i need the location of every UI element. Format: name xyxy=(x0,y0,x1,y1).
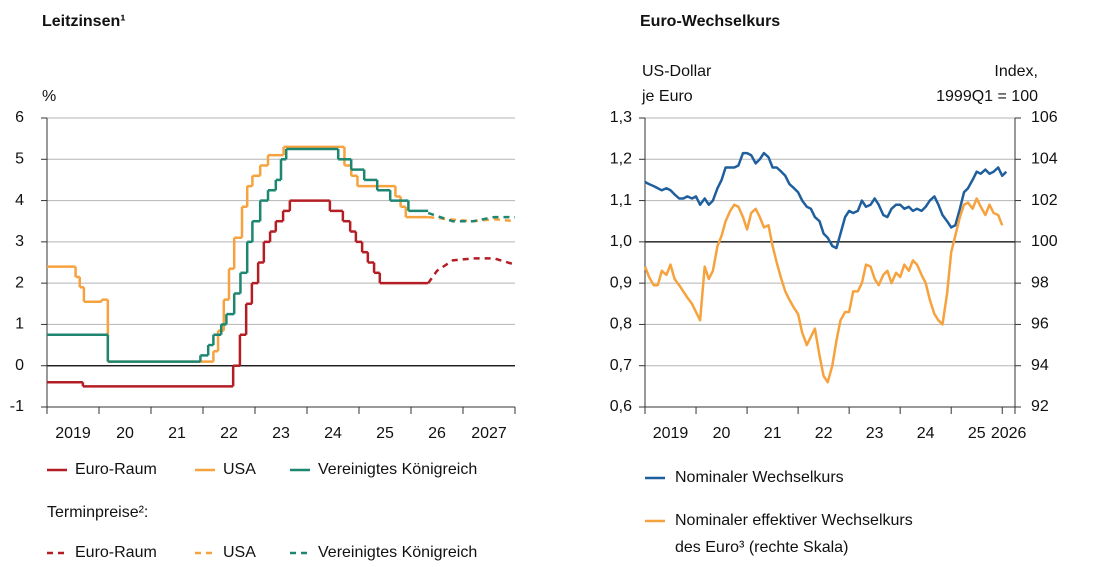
legend-label: Vereinigtes Königreich xyxy=(318,544,477,561)
y2-tick-label: 104 xyxy=(1031,151,1058,168)
y2-tick-label: 102 xyxy=(1031,192,1058,209)
y-tick-label: 3 xyxy=(15,233,24,250)
x-tick-label: 25 xyxy=(376,425,394,442)
x-tick-label: 2027 xyxy=(471,425,507,442)
y-tick-label: 1,0 xyxy=(610,233,632,250)
y-axis-label: US-Dollar xyxy=(642,63,712,80)
legend-note: Terminpreise²: xyxy=(47,504,148,521)
y-tick-label: 0,9 xyxy=(610,274,632,291)
legend-label: Vereinigtes Königreich xyxy=(318,461,477,478)
series-line xyxy=(644,151,1008,250)
y2-axis-label: 1999Q1 = 100 xyxy=(936,88,1038,105)
y-tick-label: 1,1 xyxy=(610,192,632,209)
x-tick-label: 20 xyxy=(116,425,134,442)
legend-label: Nominaler effektiver Wechselkurs xyxy=(675,512,913,529)
y-tick-label: 5 xyxy=(15,151,24,168)
y-tick-label: 1 xyxy=(15,316,24,333)
y-tick-label: 4 xyxy=(15,192,24,209)
x-tick-label: 22 xyxy=(815,425,833,442)
y-tick-label: 1,3 xyxy=(610,109,632,126)
series-line xyxy=(643,197,1004,384)
x-tick-label: 21 xyxy=(764,425,782,442)
y2-tick-label: 96 xyxy=(1031,316,1049,333)
x-tick-label: 21 xyxy=(168,425,186,442)
y2-tick-label: 106 xyxy=(1031,109,1058,126)
x-tick-label: 26 xyxy=(428,425,446,442)
legend-label: USA xyxy=(223,461,256,478)
series-line xyxy=(427,211,515,223)
x-tick-label: 2019 xyxy=(653,425,689,442)
y-tick-label: 0 xyxy=(15,357,24,374)
legend-label: USA xyxy=(223,544,256,561)
x-tick-label: 2026 xyxy=(991,425,1027,442)
y2-tick-label: 92 xyxy=(1031,398,1049,415)
y-axis-label: je Euro xyxy=(641,88,693,105)
y-tick-label: 0,7 xyxy=(610,357,632,374)
x-tick-label: 20 xyxy=(713,425,731,442)
y-tick-label: 2 xyxy=(15,274,24,291)
y-tick-label: 0,8 xyxy=(610,316,632,333)
y-tick-label: 0,6 xyxy=(610,398,632,415)
y2-tick-label: 100 xyxy=(1031,233,1058,250)
x-tick-label: 22 xyxy=(220,425,238,442)
legend-label: Euro-Raum xyxy=(75,461,157,478)
x-tick-label: 24 xyxy=(324,425,342,442)
x-tick-label: 2019 xyxy=(55,425,91,442)
x-tick-label: 25 xyxy=(968,425,986,442)
y-tick-label: -1 xyxy=(10,398,24,415)
y-tick-label: 6 xyxy=(15,109,24,126)
chart-title: Euro-Wechselkurs xyxy=(640,13,780,30)
y-tick-label: 1,2 xyxy=(610,151,632,168)
y-axis-label: % xyxy=(42,88,56,105)
y2-tick-label: 98 xyxy=(1031,274,1049,291)
x-tick-label: 23 xyxy=(866,425,884,442)
series-line xyxy=(427,257,516,284)
legend-label: Nominaler Wechselkurs xyxy=(675,469,844,486)
y2-tick-label: 94 xyxy=(1031,357,1049,374)
x-tick-label: 24 xyxy=(917,425,935,442)
chart-title: Leitzinsen¹ xyxy=(42,13,126,30)
legend-label: Euro-Raum xyxy=(75,544,157,561)
y2-axis-label: Index, xyxy=(994,63,1038,80)
legend-label: des Euro³ (rechte Skala) xyxy=(675,539,848,556)
x-tick-label: 23 xyxy=(272,425,290,442)
